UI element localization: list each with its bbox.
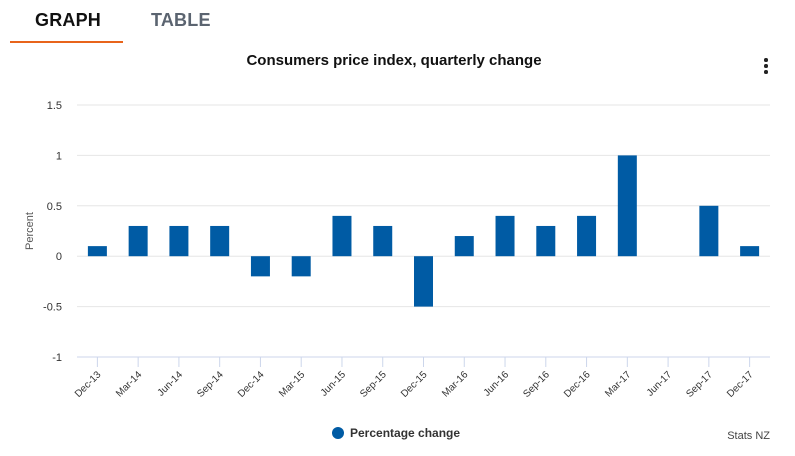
vertical-ellipsis-icon[interactable]: [760, 58, 772, 76]
active-tab-indicator: [10, 41, 123, 43]
bar: [699, 205, 719, 257]
bar: [87, 246, 107, 257]
x-tick-label: Dec-17: [725, 369, 756, 400]
x-tick-label: Mar-15: [277, 369, 307, 399]
bar: [291, 256, 311, 277]
bar: [454, 236, 474, 257]
y-tick-label: 1: [56, 150, 62, 162]
bar: [332, 215, 352, 257]
x-tick-label: Dec-14: [236, 369, 267, 400]
chart-title: Consumers price index, quarterly change: [246, 52, 542, 69]
tab-graph[interactable]: GRAPH: [35, 10, 102, 30]
x-tick-label: Sep-14: [195, 369, 226, 400]
legend-label: Percentage change: [350, 426, 461, 440]
y-tick-label: -1: [52, 352, 62, 364]
x-tick-label: Sep-16: [521, 369, 552, 400]
bar: [169, 225, 189, 257]
x-tick-label: Sep-17: [684, 369, 715, 400]
bar: [250, 256, 270, 277]
x-tick-label: Mar-14: [114, 369, 144, 399]
legend-item[interactable]: Percentage change: [332, 426, 460, 440]
x-tick-label: Dec-13: [73, 369, 104, 400]
bar: [536, 225, 556, 257]
y-axis-label: Percent: [24, 212, 36, 250]
bar: [495, 215, 515, 257]
x-tick-label: Dec-15: [399, 369, 430, 400]
y-tick-label: 1.5: [47, 100, 62, 112]
bar: [128, 225, 148, 257]
credit: Stats NZ: [727, 430, 770, 442]
x-tick-label: Jun-14: [156, 369, 186, 399]
y-tick-label: 0.5: [47, 201, 62, 213]
legend-marker: [332, 427, 344, 439]
x-tick-label: Dec-16: [562, 369, 593, 400]
x-tick-label: Jun-15: [319, 369, 349, 399]
bar: [373, 225, 393, 257]
x-tick-label: Mar-16: [440, 369, 470, 399]
bar: [210, 225, 230, 257]
tab-table[interactable]: TABLE: [151, 10, 211, 30]
y-tick-label: -0.5: [43, 302, 62, 314]
bar: [740, 246, 760, 257]
y-tick-label: 0: [56, 251, 62, 263]
bar: [577, 215, 597, 257]
bar: [617, 155, 637, 257]
x-tick-label: Jun-16: [482, 369, 512, 399]
x-tick-label: Sep-15: [358, 369, 389, 400]
x-tick-label: Mar-17: [603, 369, 633, 399]
x-tick-label: Jun-17: [645, 369, 675, 399]
bar: [414, 256, 433, 307]
